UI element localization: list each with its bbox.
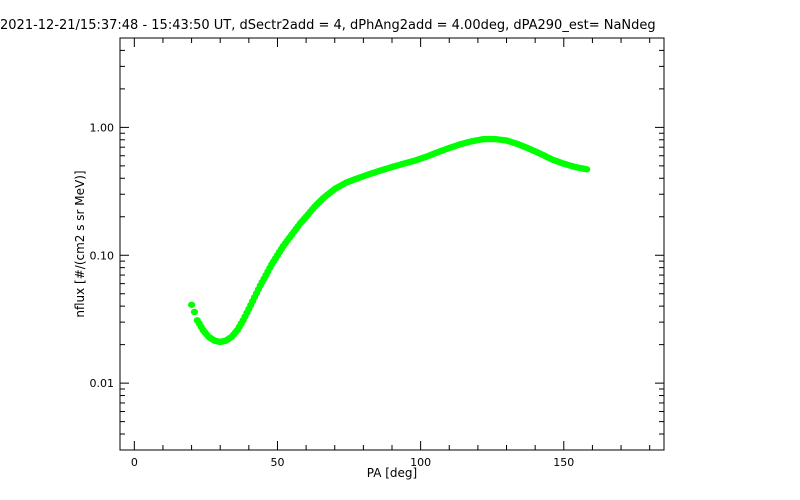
x-axis-label: PA [deg] <box>367 466 417 480</box>
x-tick-label: 100 <box>410 456 431 469</box>
plot-frame <box>119 37 665 451</box>
x-tick-label: 150 <box>553 456 574 469</box>
data-point <box>583 166 591 173</box>
x-tick-label: 50 <box>270 456 284 469</box>
y-tick-label: 0.01 <box>90 377 115 390</box>
y-axis-label: nflux [#/(cm2 s sr MeV)] <box>73 170 87 317</box>
x-tick-label: 0 <box>131 456 138 469</box>
data-point <box>187 301 196 308</box>
y-tick-label: 0.10 <box>90 249 115 262</box>
y-tick-label: 1.00 <box>90 121 115 134</box>
chart-title: 2021-12-21/15:37:48 - 15:43:50 UT, dSect… <box>0 18 656 33</box>
data-point <box>190 308 199 316</box>
